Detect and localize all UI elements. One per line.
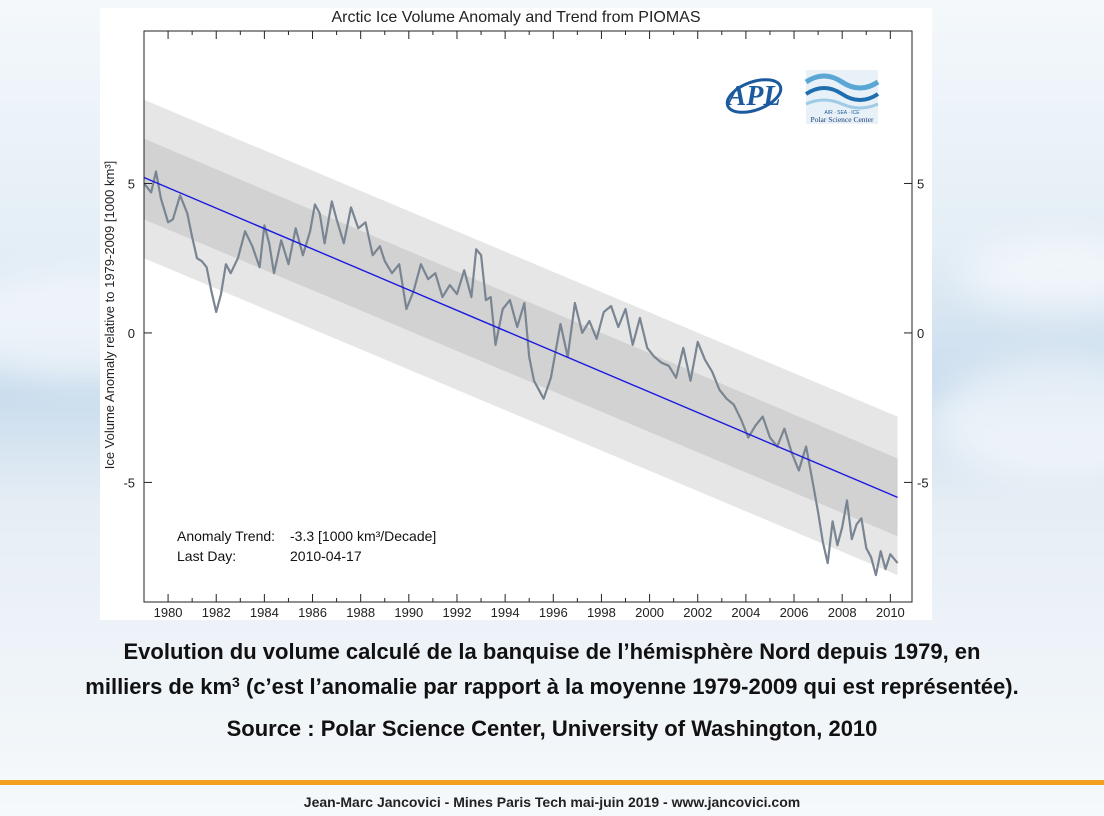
x-tick-label: 1998 xyxy=(587,605,616,620)
x-tick-label: 1984 xyxy=(250,605,279,620)
caption-line-2: milliers de km3 (c’est l’anomalie par ra… xyxy=(0,667,1104,702)
y-tick-label-right: -5 xyxy=(917,475,929,490)
x-tick-label: 1982 xyxy=(202,605,231,620)
x-tick-label: 1992 xyxy=(443,605,472,620)
x-tick-label: 2006 xyxy=(780,605,809,620)
ice-volume-chart: 1980 1982 1984 1986 1988 1990 1992 1994 1996 1998… xyxy=(102,9,929,620)
chart-panel: 1980 1982 1984 1986 1988 1990 1992 1994 1996 1998… xyxy=(100,8,932,620)
trend-line xyxy=(143,176,898,499)
y-tick-label-left: 5 xyxy=(128,176,135,191)
psc-logo-caption: Polar Science Center xyxy=(811,115,874,124)
y-tick-label-right: 0 xyxy=(917,326,924,341)
footer-divider xyxy=(0,780,1104,785)
trend-annotation: Anomaly Trend: -3.3 [1000 km³/Decade] xyxy=(177,528,436,544)
x-tick-label: 2004 xyxy=(731,605,760,620)
chart-title: Arctic Ice Volume Anomaly and Trend from… xyxy=(331,9,700,26)
x-tick-label: 1988 xyxy=(346,605,375,620)
source-line: Source : Polar Science Center, Universit… xyxy=(226,716,878,741)
plot-frame xyxy=(143,30,913,603)
x-tick-label: 1994 xyxy=(491,605,520,620)
apl-logo-text: APL xyxy=(726,81,781,112)
trend-annotation-label: Anomaly Trend: xyxy=(177,528,275,544)
caption-line-2-end: (c’est l’anomalie par rapport à la moyen… xyxy=(239,674,1019,699)
caption-line-1: Evolution du volume calculé de la banqui… xyxy=(123,639,981,664)
trend-annotation-value: -3.3 [1000 km³/Decade] xyxy=(290,528,436,544)
x-tick-label: 1986 xyxy=(298,605,327,620)
x-tick-label: 2008 xyxy=(828,605,857,620)
x-tick-label: 2010 xyxy=(876,605,905,620)
x-tick-label: 2000 xyxy=(635,605,664,620)
footer-text: Jean-Marc Jancovici - Mines Paris Tech m… xyxy=(303,794,801,810)
y-tick-label-right: 5 xyxy=(917,176,924,191)
polar-science-center-logo: AIR · SEA · ICE Polar Science Center xyxy=(804,70,880,124)
y-tick-label-left: -5 xyxy=(123,475,135,490)
y-axis-label: Ice Volume Anomaly relative to 1979-2009… xyxy=(102,161,117,470)
x-tick-label: 1996 xyxy=(539,605,568,620)
last-day-value: 2010-04-17 xyxy=(290,548,362,564)
last-day-annotation: Last Day: 2010-04-17 xyxy=(177,548,362,564)
x-tick-label: 1980 xyxy=(154,605,183,620)
apl-logo: APL xyxy=(726,78,783,114)
y-tick-label-left: 0 xyxy=(128,326,135,341)
caption-line-2-start: milliers de km xyxy=(85,674,233,699)
x-tick-label: 1990 xyxy=(394,605,423,620)
last-day-label: Last Day: xyxy=(177,548,236,564)
caption-superscript: 3 xyxy=(232,674,240,690)
psc-logo-small-text: AIR · SEA · ICE xyxy=(824,110,860,116)
x-tick-label: 2002 xyxy=(683,605,712,620)
